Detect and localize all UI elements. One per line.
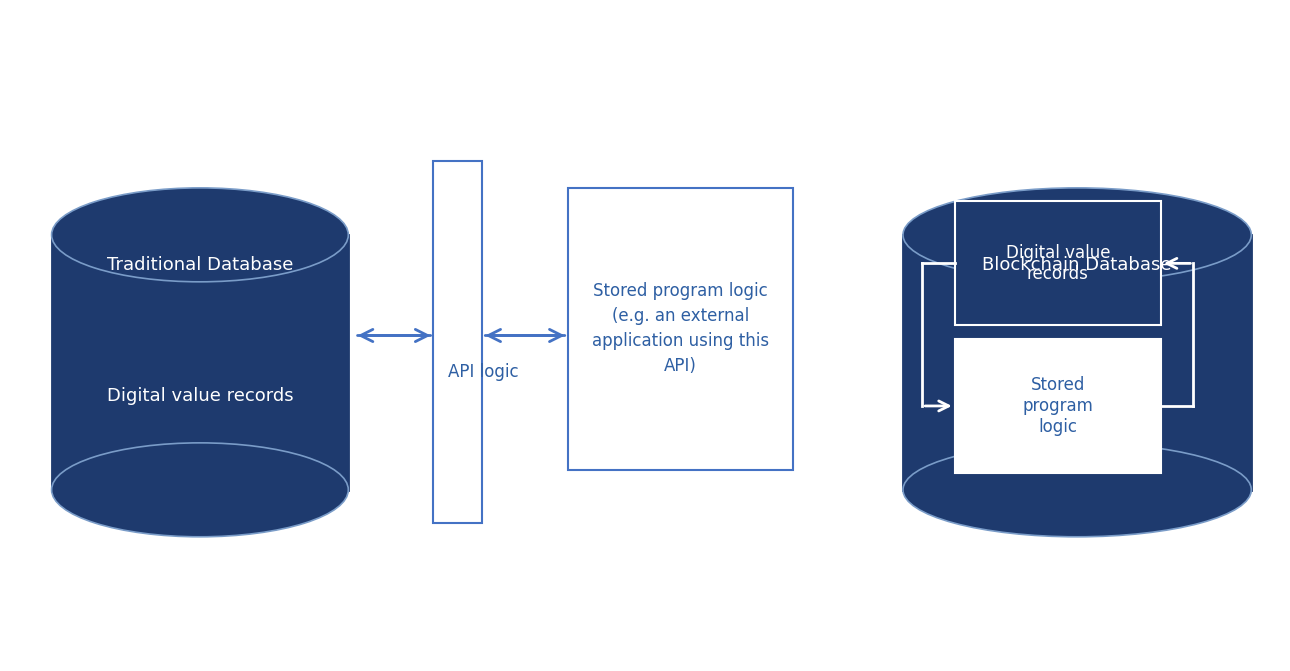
Ellipse shape (52, 443, 348, 537)
Bar (52, 235, 348, 490)
Text: Digital value records: Digital value records (107, 387, 293, 405)
Text: Digital value
records: Digital value records (1005, 244, 1111, 282)
Text: Stored
program
logic: Stored program logic (1023, 376, 1093, 435)
Ellipse shape (52, 188, 348, 282)
Text: Stored program logic
(e.g. an external
application using this
API): Stored program logic (e.g. an external a… (592, 282, 769, 375)
Text: Traditional Database: Traditional Database (107, 256, 293, 274)
Text: API logic: API logic (449, 364, 519, 381)
Bar (955, 201, 1161, 325)
Bar (903, 235, 1251, 490)
Bar (568, 188, 793, 470)
Bar (433, 161, 482, 523)
Text: Blockchain Database: Blockchain Database (983, 256, 1171, 274)
Ellipse shape (903, 443, 1251, 537)
Ellipse shape (903, 188, 1251, 282)
Bar (955, 339, 1161, 473)
